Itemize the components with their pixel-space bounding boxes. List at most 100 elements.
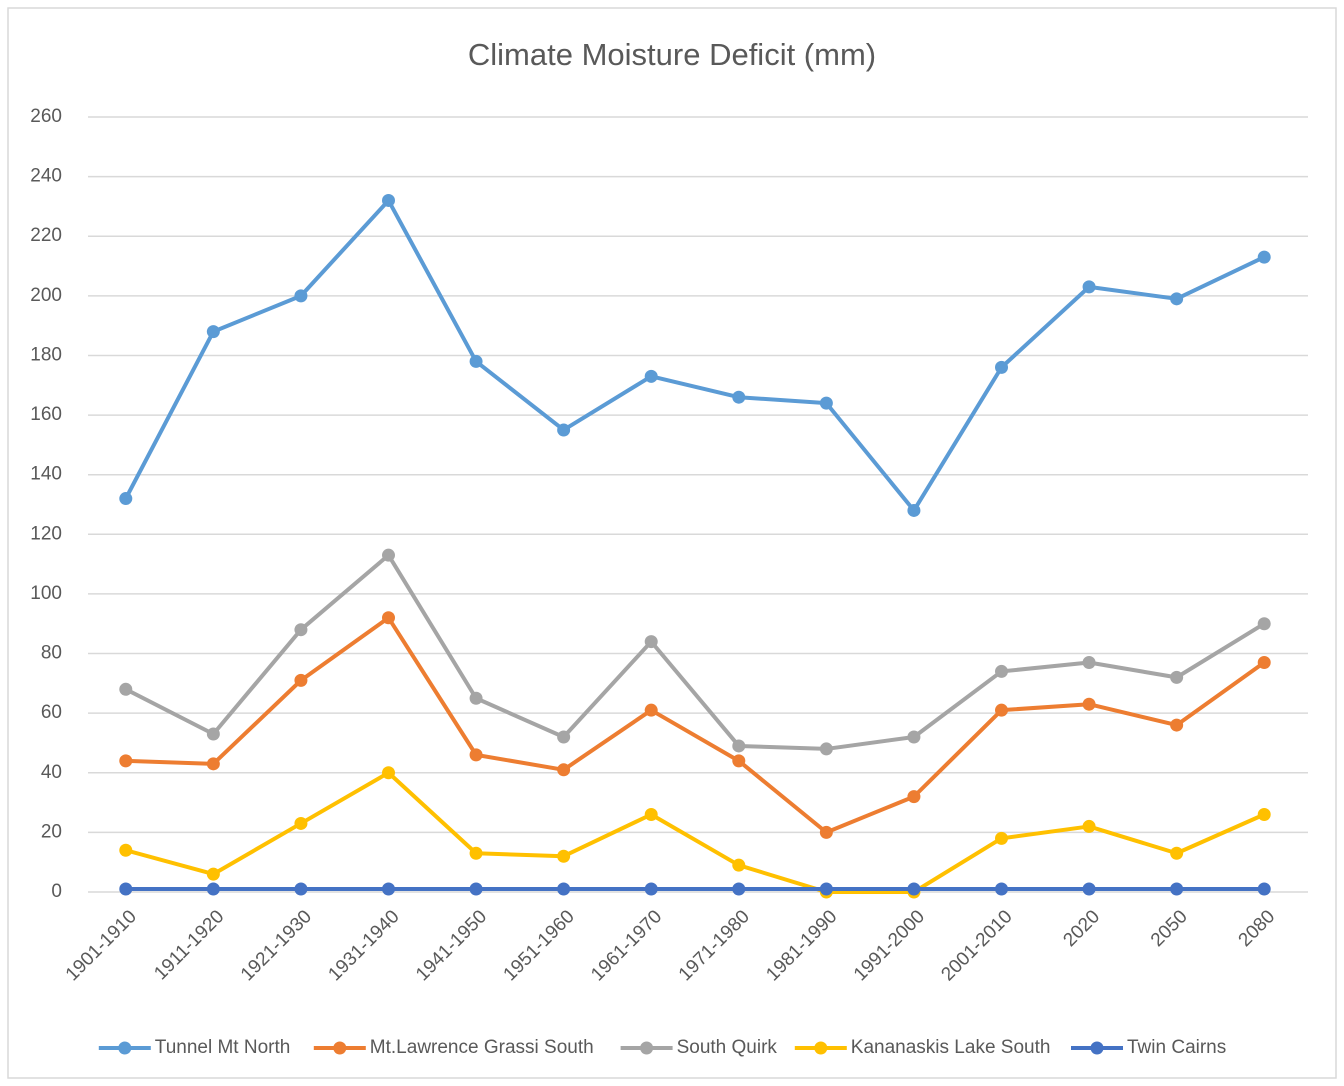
data-point [469,691,483,705]
series-line [125,770,1266,894]
data-point [907,730,921,744]
data-point [557,882,571,896]
data-point [557,423,571,437]
data-point [907,503,921,517]
data-point [294,289,308,303]
y-tick-label: 180 [30,344,62,365]
legend-marker [118,1041,132,1055]
data-point [469,846,483,860]
data-point [1257,808,1271,821]
y-tick-label: 140 [30,464,62,485]
legend-marker [640,1041,654,1055]
data-point [644,703,658,717]
legend-item: Kananaskis Lake South [794,1037,1051,1058]
data-point [732,858,746,872]
data-point [1257,250,1271,264]
data-point [206,882,220,896]
legend-marker [1090,1041,1104,1055]
data-point [995,882,1008,896]
legend-label: Kananaskis Lake South [851,1037,1051,1058]
chart-title: Climate Moisture Deficit (mm) [468,37,876,72]
legend-item: Mt.Lawrence Grassi South [313,1037,594,1058]
data-point [294,816,308,830]
data-point [382,611,395,625]
data-point [119,492,133,506]
data-point [732,882,746,896]
legend-label: Twin Cairns [1127,1037,1226,1058]
data-point [382,882,395,896]
legend-label: Mt.Lawrence Grassi South [370,1037,594,1058]
data-point [1170,292,1184,306]
chart-frame [7,7,1337,1079]
data-point [1170,670,1184,684]
series-line [124,553,1266,751]
data-point [469,882,483,896]
legend-label: South Quirk [677,1037,778,1058]
data-point [206,757,220,771]
y-tick-label: 220 [30,225,62,246]
data-point [1082,697,1096,711]
data-point [1170,846,1184,860]
y-tick-label: 200 [30,285,62,306]
data-point [819,742,833,756]
data-point [819,825,833,839]
data-point [907,790,921,804]
data-point [732,390,746,404]
data-point [732,754,746,768]
legend-item: Tunnel Mt North [98,1037,291,1058]
data-point [1082,819,1096,833]
data-point [1082,655,1096,669]
data-point [995,664,1008,678]
data-point [1257,882,1271,896]
data-point [819,396,833,410]
data-point [469,748,483,762]
data-point [119,882,133,896]
y-tick-label: 100 [30,583,62,604]
y-tick-label: 120 [30,523,62,544]
legend-label: Tunnel Mt North [155,1037,291,1058]
data-point [382,193,395,207]
legend-marker [333,1041,347,1055]
data-point [644,882,658,896]
y-tick-label: 160 [30,404,62,425]
data-point [206,727,220,741]
series-line [124,198,1266,513]
data-point [1257,617,1271,631]
legend-marker [814,1041,828,1055]
data-point [644,635,658,649]
data-point [1082,280,1096,294]
data-point [382,766,395,780]
legend-item: Twin Cairns [1071,1037,1226,1058]
data-point [1082,882,1096,896]
data-point [382,548,395,562]
y-tick-label: 0 [51,881,62,902]
y-tick-label: 40 [41,762,62,783]
data-point [644,808,658,821]
data-point [294,882,308,896]
y-tick-label: 260 [30,106,62,127]
y-tick-label: 60 [41,702,62,723]
legend-item: South Quirk [620,1037,778,1058]
data-point [119,843,133,857]
data-point [995,360,1008,374]
data-point [644,369,658,383]
data-point [206,867,220,881]
data-point [995,831,1008,845]
data-point [819,882,833,896]
data-point [1170,882,1184,896]
series-line [125,615,1266,835]
data-point [1170,718,1184,732]
data-point [557,763,571,777]
data-point [119,754,133,768]
data-point [206,325,220,339]
data-point [907,882,921,896]
data-point [294,673,308,687]
data-point [1257,655,1271,669]
y-tick-label: 20 [41,821,62,842]
data-point [557,849,571,863]
data-point [995,703,1008,717]
data-point [557,730,571,744]
data-point [469,354,483,368]
y-tick-label: 240 [30,166,62,187]
